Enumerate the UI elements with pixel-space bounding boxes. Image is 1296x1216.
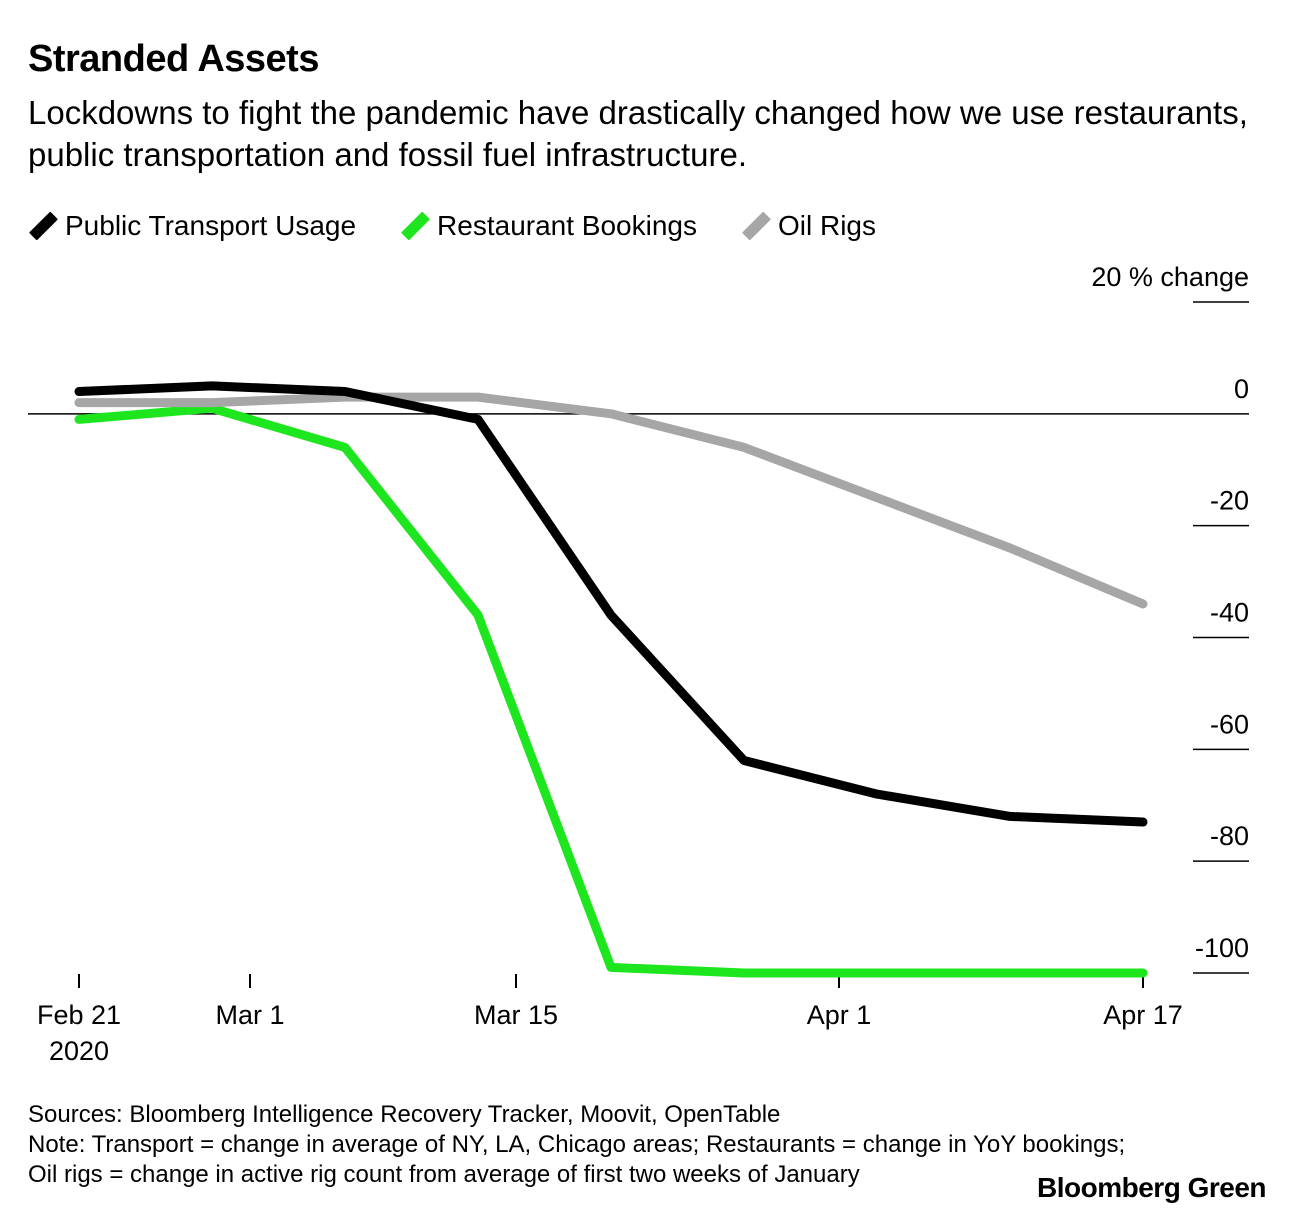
sources-text: Sources: Bloomberg Intelligence Recovery… [28, 1101, 781, 1128]
y-tick-label: -60 [1210, 709, 1249, 739]
series-line-restaurant-bookings [74, 403, 1148, 978]
legend-label-restaurant-bookings: Restaurant Bookings [437, 210, 697, 241]
legend-item-public-transport: Public Transport Usage [28, 210, 356, 242]
x-tick-sublabel: 2020 [49, 1036, 109, 1066]
legend-item-oil-rigs: Oil Rigs [741, 210, 876, 242]
y-tick-label: 0 [1234, 374, 1249, 404]
brand-logo: Bloomberg Green [1037, 1172, 1266, 1203]
series-line-oil-rigs [74, 392, 1148, 609]
x-tick-label: Apr 17 [1103, 1000, 1183, 1030]
x-tick-label: Feb 21 [37, 1000, 121, 1030]
x-tick-label: Mar 1 [215, 1000, 284, 1030]
legend-label-public-transport: Public Transport Usage [65, 210, 357, 241]
y-tick-label: -100 [1195, 933, 1249, 963]
legend-item-restaurant-bookings: Restaurant Bookings [400, 210, 697, 242]
y-tick-label: -20 [1210, 486, 1249, 516]
chart-footnotes: Sources: Bloomberg Intelligence Recovery… [28, 1100, 1125, 1190]
legend-label-oil-rigs: Oil Rigs [777, 210, 876, 241]
chart-subtitle: Lockdowns to fight the pandemic have dra… [28, 94, 1248, 173]
x-tick-label: Mar 15 [474, 1000, 558, 1030]
note-text-line-1: Note: Transport = change in average of N… [28, 1131, 1126, 1158]
series-line-public-transport-usage [74, 381, 1148, 827]
x-tick-label: Apr 1 [807, 1000, 872, 1030]
legend-swatch-oil-rigs [741, 211, 771, 241]
y-tick-label: -80 [1210, 821, 1249, 851]
chart-title: Stranded Assets [28, 38, 319, 80]
line-chart: 20 % change 0 -20 -40 -60 -80 -100 Feb 21 2020 Ma… [28, 262, 1249, 1066]
note-text-line-2: Oil rigs = change in active rig count fr… [28, 1161, 860, 1188]
y-tick-label: -40 [1210, 598, 1249, 628]
legend-swatch-restaurant-bookings [401, 211, 431, 241]
y-tick-label: 20 % change [1091, 262, 1249, 292]
legend-swatch-public-transport [29, 211, 58, 241]
chart-legend: Public Transport Usage Restaurant Bookin… [28, 206, 920, 246]
